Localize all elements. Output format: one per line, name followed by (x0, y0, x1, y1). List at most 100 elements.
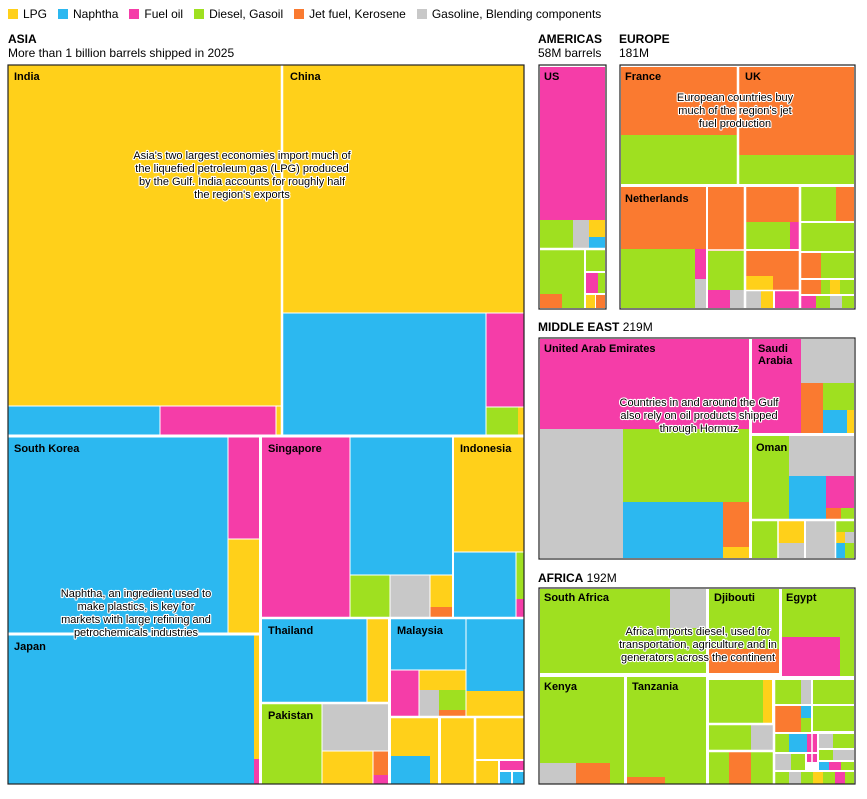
tile-oman-fuel-oil (826, 476, 854, 508)
tile-singapore-jet (430, 607, 452, 617)
tile-oman-naphtha (789, 476, 826, 519)
tile-egypt-fuel-oil (782, 637, 840, 676)
tile-europe-small-3 (708, 290, 730, 308)
tile-europe-small-24 (840, 280, 854, 294)
middle-east-title: MIDDLE EAST (538, 320, 620, 334)
tile-saudi-arabia-lpg (847, 410, 854, 433)
middle-east-heading: MIDDLE EAST 219M (538, 320, 653, 334)
asia-heading: ASIA More than 1 billion barrels shipped… (8, 32, 234, 60)
tile-kenya-diesel-2 (610, 763, 624, 784)
tile-me-small-7 (845, 532, 854, 543)
tile-africa-small-2 (763, 680, 772, 723)
tile-saudi-arabia-fuel-oil (752, 339, 801, 433)
annotation-1-line-2: the liquefied petroleum gas (LPG) produc… (135, 163, 348, 175)
tile-africa-small-5 (709, 752, 729, 784)
tile-europe-small-8 (801, 187, 836, 221)
country-label-south-korea: South Korea (14, 443, 80, 455)
tile-africa-small-19 (833, 734, 854, 748)
annotation-2-line-2: make plastics, is key for (78, 601, 195, 613)
tile-africa-small-16 (789, 734, 807, 752)
tile-asia-small-8 (500, 772, 511, 784)
tile-pakistan-fuel-oil (373, 775, 388, 784)
annotation-4-line-1: Countries in and around the Gulf (620, 397, 780, 409)
tile-oman-gasoline (789, 436, 854, 476)
tile-asia-small-9 (513, 772, 524, 784)
tile-netherlands-gasoline (695, 279, 708, 308)
tile-africa-small-28 (775, 772, 789, 784)
tile-indonesia-diesel (516, 552, 524, 599)
tile-uae-naphtha (623, 502, 723, 558)
tile-china-diesel (486, 407, 518, 435)
tile-europe-small-15 (746, 291, 761, 308)
middle-east-frame (538, 337, 856, 560)
tile-europe-small-18 (801, 253, 821, 278)
tile-us-naphtha (589, 237, 605, 248)
tile-me-small-1 (752, 521, 778, 558)
tile-uae-gasoline (540, 429, 623, 558)
annotation-4-line-3: through Hormuz (660, 423, 739, 435)
tile-saudi-arabia-jet (801, 383, 823, 433)
americas-title: AMERICAS (538, 32, 603, 46)
tile-americas-small-1 (540, 250, 584, 294)
tile-egypt-diesel (782, 589, 854, 637)
tile-americas-small-3 (562, 294, 584, 308)
tile-djibouti-diesel (709, 589, 779, 649)
tile-indonesia-naphtha (454, 552, 516, 617)
country-label-saudi-arabia: Saudi (758, 343, 788, 355)
tile-africa-small-18 (819, 734, 833, 748)
tile-europe-small-9 (836, 187, 854, 221)
tile-me-small-6 (836, 532, 845, 543)
tile-europe-small-22 (821, 280, 830, 294)
tile-tanzania-diesel-2 (665, 777, 707, 784)
legend-label-naphtha: Naphtha (73, 7, 119, 21)
tile-saudi-arabia-diesel (823, 383, 854, 410)
tile-me-small-3 (778, 543, 804, 558)
tile-uae-lpg (723, 547, 749, 558)
tile-africa-small-27 (841, 762, 854, 770)
tile-malaysia-gasoline (419, 690, 439, 716)
country-label-tanzania: Tanzania (632, 681, 679, 693)
tile-singapore-diesel (350, 575, 390, 617)
tile-europe-small-25 (801, 296, 816, 308)
tile-europe-small-27 (830, 296, 842, 308)
tile-france-jet (621, 67, 737, 135)
annotation-2-line-3: markets with large refining and (61, 614, 211, 626)
legend-label-fuel-oil: Fuel oil (144, 7, 184, 21)
legend-swatch-jet (294, 9, 305, 19)
tile-tanzania-jet (627, 777, 665, 784)
tile-us-fuel-oil (540, 67, 605, 220)
tile-pakistan-gasoline (322, 704, 388, 751)
tile-indonesia-fuel-oil (516, 599, 524, 617)
tile-africa-small-32 (823, 772, 835, 784)
tile-asia-small-1 (391, 718, 438, 756)
country-label-japan: Japan (14, 641, 46, 653)
tile-europe-small-13 (746, 276, 773, 291)
tile-asia-small-3 (430, 756, 438, 784)
tile-netherlands-fuel-oil (695, 249, 708, 279)
annotation-1-line-4: the region's exports (194, 189, 290, 201)
country-label-oman: Oman (756, 442, 787, 454)
tile-asia-small-2 (391, 756, 430, 784)
tile-europe-small-1 (708, 187, 744, 251)
tile-africa-small-23 (819, 750, 833, 760)
tile-thailand-naphtha (262, 619, 367, 702)
tile-africa-small-20 (775, 754, 791, 770)
tile-europe-small-7 (790, 222, 799, 249)
tile-me-small-8 (836, 543, 845, 558)
tile-africa-small-15 (775, 734, 789, 752)
country-label-south-africa: South Africa (544, 592, 610, 604)
tile-kenya-diesel (540, 677, 624, 763)
tile-africa-small-26 (829, 762, 841, 770)
tile-uk-jet (739, 67, 854, 155)
annotation-3-line-2: much of the region's jet (678, 105, 791, 117)
tile-africa-small-11 (775, 706, 801, 732)
americas-heading: AMERICAS 58M barrels (538, 32, 602, 60)
tile-africa-small-10 (813, 680, 854, 704)
tile-south-africa-diesel (540, 589, 670, 673)
tile-europe-small-14 (773, 276, 799, 291)
tile-americas-small-7 (586, 295, 595, 308)
tile-oman-diesel-2 (841, 508, 854, 519)
tile-americas-small-8 (596, 295, 605, 308)
tile-india-lpg (8, 65, 281, 406)
